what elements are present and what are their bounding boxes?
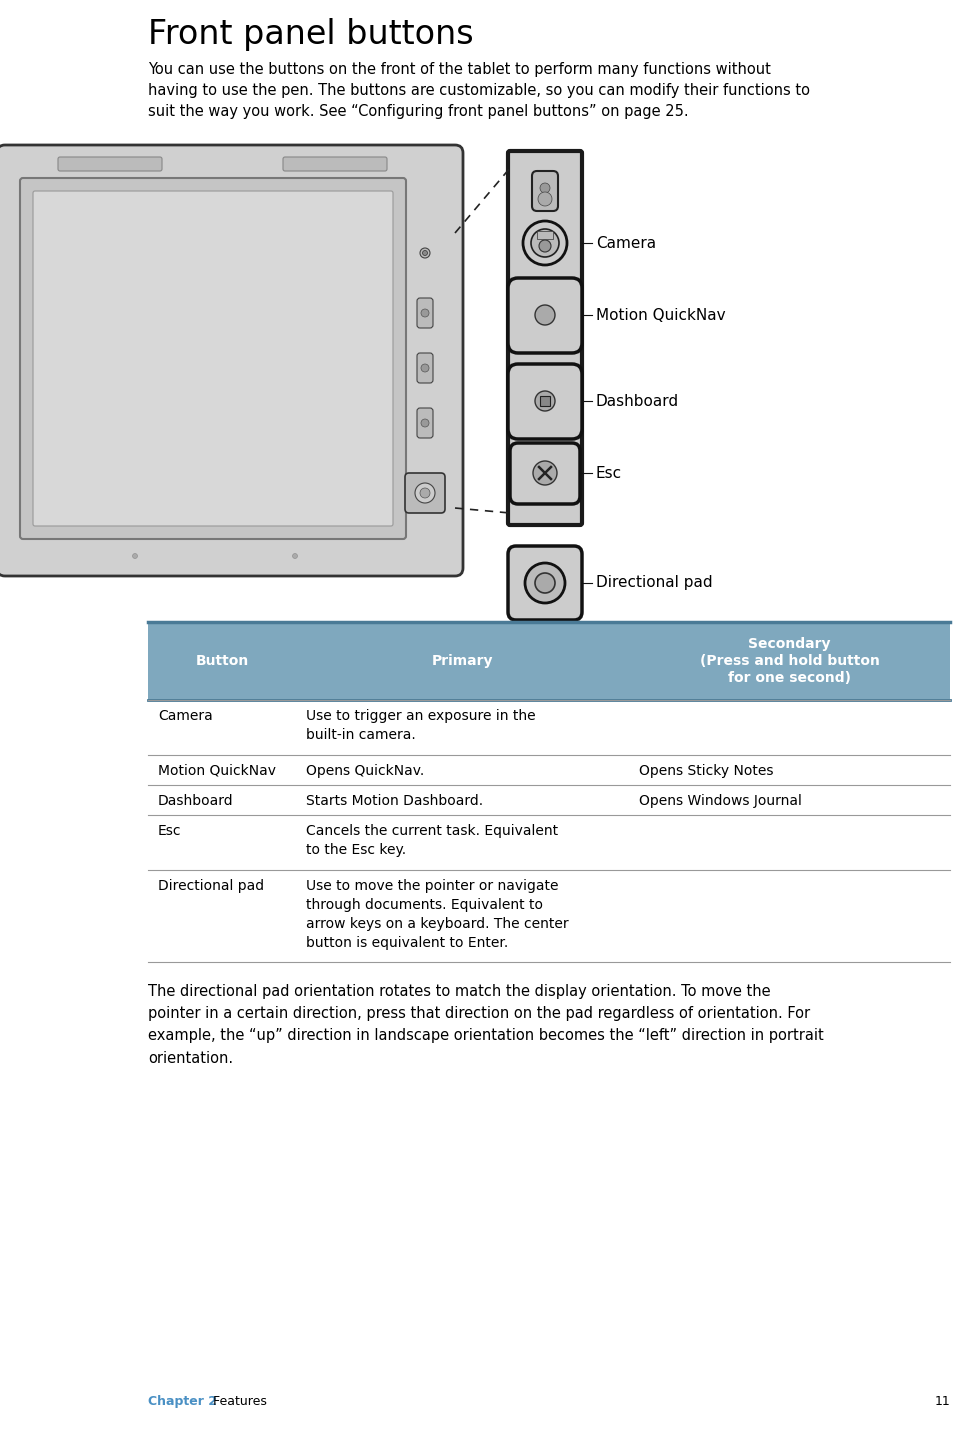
Circle shape [530,230,558,257]
Text: Camera: Camera [158,709,212,723]
Text: Opens Sticky Notes: Opens Sticky Notes [639,763,773,778]
Circle shape [538,192,551,207]
Circle shape [522,221,567,265]
FancyBboxPatch shape [531,171,557,211]
Circle shape [535,573,554,593]
FancyBboxPatch shape [508,278,581,353]
Bar [540,396,549,406]
Circle shape [415,484,434,504]
Text: Button: Button [196,654,249,669]
FancyBboxPatch shape [283,156,387,171]
FancyBboxPatch shape [417,408,432,438]
Text: Opens Windows Journal: Opens Windows Journal [639,794,801,808]
FancyBboxPatch shape [417,353,432,383]
Text: Dashboard: Dashboard [595,393,678,409]
Circle shape [133,554,138,558]
FancyBboxPatch shape [0,145,462,575]
Text: Directional pad: Directional pad [158,880,264,893]
Text: Starts Motion Dashboard.: Starts Motion Dashboard. [306,794,483,808]
FancyBboxPatch shape [508,151,581,525]
Text: Secondary
(Press and hold button
for one second): Secondary (Press and hold button for one… [699,637,879,686]
Text: Dashboard: Dashboard [158,794,234,808]
Circle shape [293,554,297,558]
Text: Motion QuickNav: Motion QuickNav [158,763,276,778]
Circle shape [540,184,549,192]
FancyBboxPatch shape [417,298,432,329]
Circle shape [422,251,427,255]
Circle shape [420,488,429,498]
Text: 11: 11 [933,1395,949,1408]
Text: Use to move the pointer or navigate
through documents. Equivalent to
arrow keys : Use to move the pointer or navigate thro… [306,880,569,950]
Text: Opens QuickNav.: Opens QuickNav. [306,763,424,778]
Text: Esc: Esc [158,824,181,838]
FancyBboxPatch shape [405,474,445,512]
Text: Features: Features [204,1395,266,1408]
Circle shape [535,306,554,324]
FancyBboxPatch shape [33,191,392,527]
Text: The directional pad orientation rotates to match the display orientation. To mov: The directional pad orientation rotates … [148,984,823,1066]
Text: Camera: Camera [595,235,655,251]
Text: Chapter 2: Chapter 2 [148,1395,217,1408]
Text: Cancels the current task. Equivalent
to the Esc key.: Cancels the current task. Equivalent to … [306,824,558,857]
FancyBboxPatch shape [508,545,581,620]
Text: You can use the buttons on the front of the tablet to perform many functions wit: You can use the buttons on the front of … [148,62,809,119]
Text: Esc: Esc [595,465,621,481]
Bar [537,231,552,240]
Text: Primary: Primary [431,654,493,669]
Text: Use to trigger an exposure in the
built-in camera.: Use to trigger an exposure in the built-… [306,709,536,742]
Circle shape [421,309,428,317]
Text: Front panel buttons: Front panel buttons [148,19,473,52]
Text: Motion QuickNav: Motion QuickNav [595,307,725,323]
FancyBboxPatch shape [58,156,162,171]
Bar [148,621,949,700]
FancyBboxPatch shape [20,178,406,540]
Text: Directional pad: Directional pad [595,575,712,590]
FancyBboxPatch shape [508,364,581,439]
Circle shape [524,563,564,603]
Circle shape [539,240,550,253]
FancyBboxPatch shape [510,443,579,504]
Circle shape [532,461,556,485]
Circle shape [421,364,428,372]
Circle shape [420,248,429,258]
Circle shape [421,419,428,428]
Circle shape [535,390,554,410]
